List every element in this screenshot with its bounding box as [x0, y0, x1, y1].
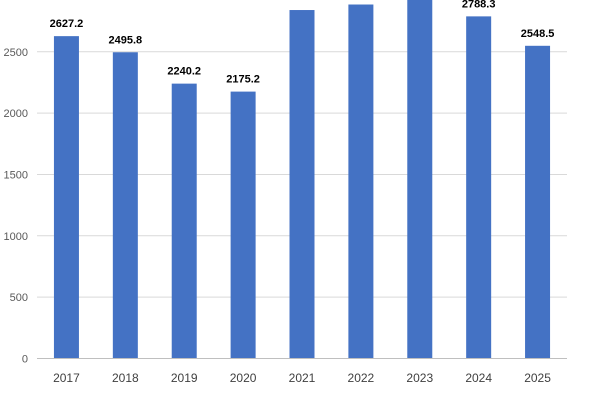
- y-tick-label: 0: [22, 354, 28, 366]
- x-tick-label: 2018: [112, 371, 139, 385]
- bar-2018: [112, 52, 138, 359]
- data-label-2025: 2548.5: [521, 28, 555, 40]
- data-label-2017: 2627.2: [50, 18, 84, 30]
- x-tick-label: 2024: [465, 371, 492, 385]
- bar-2019: [171, 83, 197, 359]
- bar-2022: [348, 4, 374, 359]
- data-labels: 2627.2 2495.8 2240.2 2175.2 2788.3 2548.5: [50, 0, 555, 86]
- bars: [53, 0, 551, 359]
- y-tick-label: 2500: [4, 47, 28, 59]
- y-tick-label: 1500: [4, 169, 28, 181]
- y-tick-label: 1000: [4, 231, 28, 243]
- x-axis-ticks: 2017 2018 2019 2020 2021 2022 2023 2024 2025: [53, 371, 551, 385]
- bar-2017: [53, 36, 79, 359]
- x-tick-label: 2020: [230, 371, 257, 385]
- bar-2023: [407, 0, 433, 359]
- x-tick-label: 2025: [524, 371, 551, 385]
- x-tick-label: 2017: [53, 371, 80, 385]
- data-label-2018: 2495.8: [109, 34, 143, 46]
- y-tick-label: 2000: [4, 108, 28, 120]
- bar-2020: [230, 91, 256, 359]
- bar-2021: [289, 10, 315, 359]
- x-tick-label: 2021: [289, 371, 316, 385]
- x-tick-label: 2019: [171, 371, 198, 385]
- y-tick-label: 500: [10, 292, 28, 304]
- bar-2025: [525, 45, 551, 359]
- x-tick-label: 2022: [348, 371, 375, 385]
- data-label-2019: 2240.2: [167, 66, 201, 78]
- data-label-2024: 2788.3: [462, 0, 496, 10]
- x-tick-label: 2023: [406, 371, 433, 385]
- bar-2024: [466, 16, 492, 359]
- data-label-2020: 2175.2: [226, 74, 260, 86]
- y-axis-ticks: 0 500 1000 1500 2000 2500: [4, 47, 28, 366]
